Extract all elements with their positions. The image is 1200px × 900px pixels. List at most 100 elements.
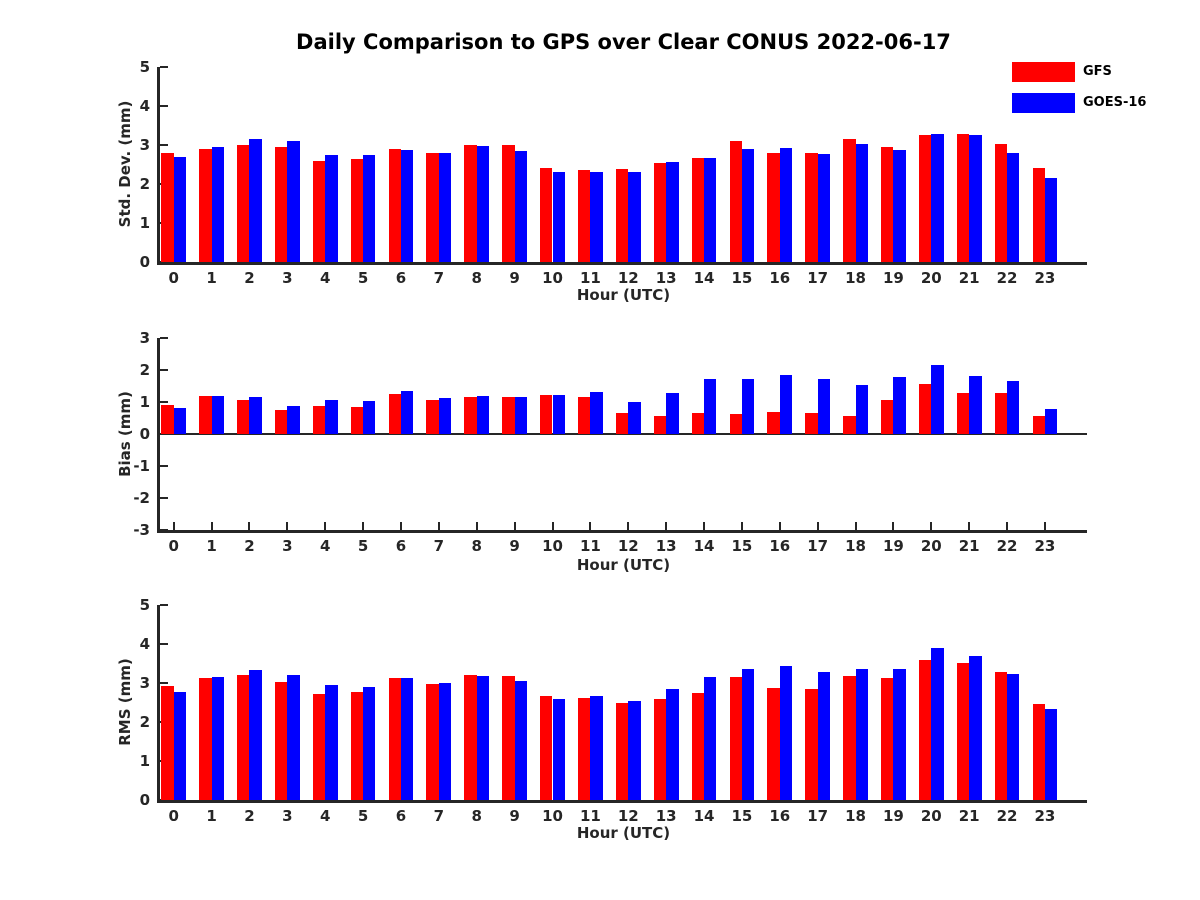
bar-goes-16-h17	[817, 672, 831, 800]
x-tick-label: 1	[206, 807, 217, 825]
bar-gfs-h13	[653, 698, 667, 800]
bar-gfs-h15	[729, 414, 742, 434]
xlabel-hour-utc-bottom: Hour (UTC)	[576, 824, 671, 842]
x-tick-label: 11	[579, 537, 601, 555]
x-tick-label: 22	[996, 807, 1018, 825]
y-tick-label: 4	[139, 97, 150, 115]
bar-gfs-h2	[237, 675, 250, 800]
bar-gfs-h19	[881, 399, 894, 434]
x-tick-label: 2	[244, 537, 255, 555]
zero-line	[160, 433, 1087, 435]
bar-gfs-h17	[805, 413, 818, 434]
bar-goes-16-h10	[552, 171, 565, 262]
bar-gfs-h11	[577, 396, 591, 434]
bar-goes-16-h18	[855, 384, 868, 434]
x-tick-label: 19	[882, 807, 904, 825]
x-tick	[324, 522, 327, 530]
y-tick-label: 2	[139, 713, 150, 731]
x-tick	[210, 522, 213, 530]
bar-goes-16-h1	[211, 395, 224, 434]
bar-gfs-h15	[729, 676, 742, 800]
x-tick	[589, 522, 592, 530]
x-tick	[778, 522, 781, 530]
bar-goes-16-h9	[514, 150, 527, 262]
x-tick-label: 23	[1034, 537, 1056, 555]
bar-goes-16-h7	[438, 152, 452, 262]
bar-goes-16-h11	[590, 392, 603, 434]
y-tick-label: 1	[139, 393, 150, 411]
bar-goes-16-h2	[249, 397, 262, 434]
bar-goes-16-h22	[1007, 152, 1020, 262]
bar-goes-16-h7	[438, 683, 452, 800]
bar-goes-16-h6	[400, 391, 414, 434]
y-tick	[160, 66, 168, 68]
bar-gfs-h23	[1032, 703, 1045, 800]
bar-gfs-h11	[577, 170, 591, 262]
bar-gfs-h13	[653, 416, 667, 434]
bar-goes-16-h10	[552, 394, 565, 434]
x-tick	[892, 522, 895, 530]
y-tick-label: 5	[139, 58, 150, 76]
y-tick	[160, 369, 168, 371]
bar-gfs-h23	[1032, 167, 1045, 262]
bar-gfs-h1	[199, 148, 212, 262]
x-tick-label: 4	[320, 537, 331, 555]
bar-goes-16-h23	[1044, 409, 1058, 434]
y-tick-label: 4	[139, 635, 150, 653]
ylabel-std-dev: Std. Dev. (mm)	[116, 100, 134, 228]
bar-gfs-h14	[691, 692, 704, 800]
x-tick-label: 16	[769, 537, 791, 555]
bar-goes-16-h4	[325, 399, 338, 434]
x-tick-label: 6	[395, 269, 407, 287]
bar-gfs-h18	[843, 416, 856, 434]
x-tick-label: 19	[882, 269, 904, 287]
x-tick	[172, 522, 175, 530]
x-tick	[703, 522, 706, 530]
bar-goes-16-h19	[893, 150, 906, 262]
bar-gfs-h8	[464, 397, 477, 434]
bar-gfs-h5	[350, 406, 364, 434]
x-tick-label: 14	[693, 807, 715, 825]
bar-gfs-h0	[161, 685, 174, 800]
y-axis	[157, 338, 160, 533]
bar-goes-16-h13	[666, 161, 679, 262]
x-tick-label: 23	[1034, 269, 1056, 287]
x-tick-label: 18	[845, 537, 866, 555]
bar-gfs-h4	[312, 160, 326, 262]
bar-goes-16-h20	[931, 365, 944, 434]
bar-gfs-h10	[540, 168, 553, 262]
x-tick	[930, 522, 933, 530]
x-tick-label: 14	[693, 269, 715, 287]
x-tick-label: 7	[433, 807, 445, 825]
bar-goes-16-h17	[817, 378, 831, 434]
bar-gfs-h12	[615, 169, 629, 262]
bar-goes-16-h11	[590, 695, 603, 800]
bar-gfs-h1	[199, 677, 212, 800]
bar-goes-16-h13	[666, 393, 679, 434]
x-tick-label: 18	[845, 807, 866, 825]
x-tick-label: 15	[731, 807, 753, 825]
x-tick-label: 12	[617, 807, 639, 825]
x-tick	[475, 522, 478, 530]
bar-gfs-h20	[918, 383, 932, 434]
ylabel-rms: RMS (mm)	[116, 658, 134, 746]
y-axis	[157, 605, 160, 803]
bar-goes-16-h9	[514, 397, 527, 434]
bar-gfs-h22	[994, 144, 1008, 262]
y-tick-label: 0	[139, 253, 150, 271]
bar-goes-16-h10	[552, 698, 565, 800]
bar-gfs-h4	[312, 405, 326, 434]
x-tick-label: 16	[769, 807, 791, 825]
x-tick	[437, 522, 440, 530]
y-tick	[160, 529, 168, 531]
x-tick-label: 19	[882, 537, 904, 555]
x-tick-label: 17	[807, 807, 829, 825]
y-tick	[160, 682, 168, 684]
bar-gfs-h15	[729, 141, 742, 262]
bar-gfs-h14	[691, 412, 704, 434]
x-tick-label: 17	[807, 269, 829, 287]
bar-gfs-h4	[312, 693, 326, 800]
x-tick-label: 7	[433, 537, 445, 555]
x-tick	[362, 522, 365, 530]
x-tick-label: 2	[244, 807, 255, 825]
